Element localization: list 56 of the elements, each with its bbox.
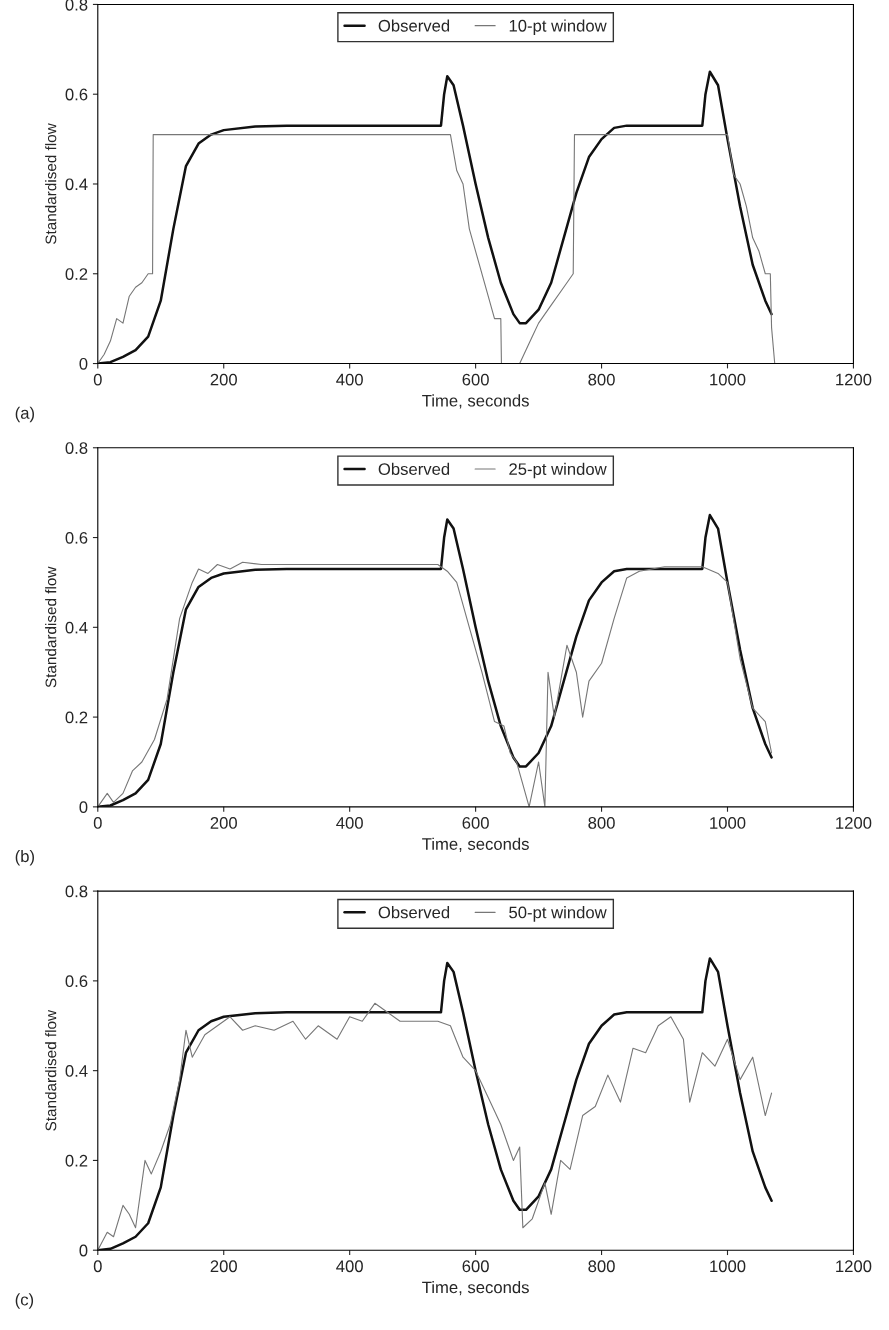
x-tick-label: 200 bbox=[210, 817, 237, 829]
line-series bbox=[97, 1002, 773, 1251]
x-tick-label: 400 bbox=[336, 817, 363, 829]
x-tick-label: 1000 bbox=[710, 373, 746, 386]
x-tick-label: 600 bbox=[462, 1260, 489, 1273]
legend-label: Observed bbox=[378, 906, 450, 919]
y-tick-label: 0.4 bbox=[65, 178, 88, 191]
text: (c) bbox=[15, 1293, 34, 1309]
y-axis-title: Standardised flow bbox=[45, 123, 57, 245]
y-axis-title: Standardised flow bbox=[45, 566, 57, 688]
y-tick-label: 0.6 bbox=[65, 531, 88, 544]
x-axis-title: Time, seconds bbox=[422, 1281, 529, 1296]
line-series bbox=[97, 513, 773, 807]
x-tick-label: 200 bbox=[210, 1260, 237, 1273]
legend-label: Observed bbox=[378, 19, 450, 32]
text: (b) bbox=[15, 849, 34, 866]
line-series bbox=[97, 957, 773, 1251]
x-tick-label: 600 bbox=[462, 373, 489, 386]
x-tick-label: 0 bbox=[93, 373, 102, 386]
y-tick-label: 0.2 bbox=[65, 711, 88, 724]
line-series bbox=[97, 70, 773, 364]
x-tick-label: 600 bbox=[462, 817, 489, 829]
x-tick-label: 800 bbox=[588, 1260, 615, 1273]
x-tick-label: 1200 bbox=[836, 817, 872, 829]
y-tick-label: 0 bbox=[79, 801, 88, 814]
x-tick-label: 1200 bbox=[836, 373, 872, 386]
y-tick-label: 0.6 bbox=[65, 88, 88, 101]
y-tick-label: 0 bbox=[79, 1244, 88, 1257]
y-tick-label: 0.2 bbox=[65, 268, 88, 280]
legend-label: 10-pt window bbox=[509, 19, 607, 35]
y-tick-label: 0.4 bbox=[65, 1065, 88, 1077]
x-tick-label: 1200 bbox=[836, 1260, 872, 1273]
text: (a) bbox=[15, 406, 34, 423]
y-tick-label: 0.8 bbox=[65, 442, 88, 454]
line-series bbox=[97, 134, 776, 364]
y-tick-label: 0 bbox=[79, 357, 88, 370]
x-tick-label: 0 bbox=[93, 817, 102, 829]
legend-label: 25-pt window bbox=[509, 462, 607, 479]
x-axis-title: Time, seconds bbox=[422, 837, 529, 852]
y-tick-label: 0.8 bbox=[65, 885, 88, 898]
y-axis-title: Standardised flow bbox=[45, 1009, 57, 1131]
legend-label: Observed bbox=[378, 462, 450, 476]
x-tick-label: 400 bbox=[336, 1260, 363, 1273]
y-tick-label: 0.4 bbox=[65, 621, 88, 634]
x-tick-label: 800 bbox=[588, 817, 615, 829]
x-tick-label: 800 bbox=[588, 373, 615, 386]
line-series bbox=[97, 561, 773, 807]
x-axis-title: Time, seconds bbox=[422, 394, 529, 409]
x-tick-label: 1000 bbox=[710, 817, 746, 829]
x-tick-label: 0 bbox=[93, 1260, 102, 1273]
x-tick-label: 200 bbox=[210, 373, 237, 386]
y-tick-label: 0.2 bbox=[65, 1154, 88, 1167]
x-tick-label: 400 bbox=[336, 373, 363, 386]
y-tick-label: 0.6 bbox=[65, 975, 88, 988]
legend-label: 50-pt window bbox=[509, 906, 607, 922]
x-tick-label: 1000 bbox=[710, 1260, 746, 1273]
